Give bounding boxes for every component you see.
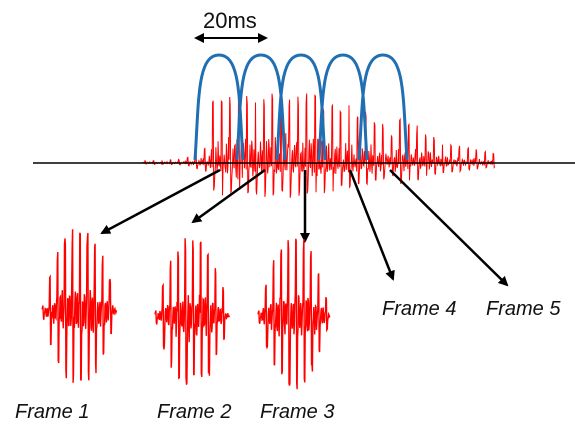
frame-3-label: Frame 3: [260, 401, 335, 423]
arrow-frame-4: [348, 169, 395, 281]
frame-windows: [193, 53, 409, 161]
frame-4-label: Frame 4: [382, 298, 457, 320]
window-2: [235, 53, 287, 161]
f3-trace: [257, 238, 331, 390]
frame-1-waveform: [41, 229, 118, 383]
speech-waveform-trace: [139, 93, 496, 198]
duration-label: 20ms: [203, 8, 257, 33]
f2-trace: [154, 238, 231, 385]
frame-2-waveform: [154, 238, 231, 385]
window-1: [193, 53, 245, 161]
frame-3-waveform: [257, 238, 331, 390]
window-4: [317, 53, 369, 161]
arrow-frame-5: [389, 169, 509, 287]
frame-1-label: Frame 1: [15, 401, 90, 423]
speech-waveform: [139, 93, 496, 198]
frame-5-label: Frame 5: [486, 298, 561, 320]
window-5: [357, 53, 409, 161]
frame-arrows: [100, 168, 509, 287]
arrow-frame-1: [100, 168, 221, 235]
f1-trace: [41, 229, 118, 383]
arrow-frame-2: [191, 168, 266, 224]
frame-2-label: Frame 2: [157, 401, 232, 423]
